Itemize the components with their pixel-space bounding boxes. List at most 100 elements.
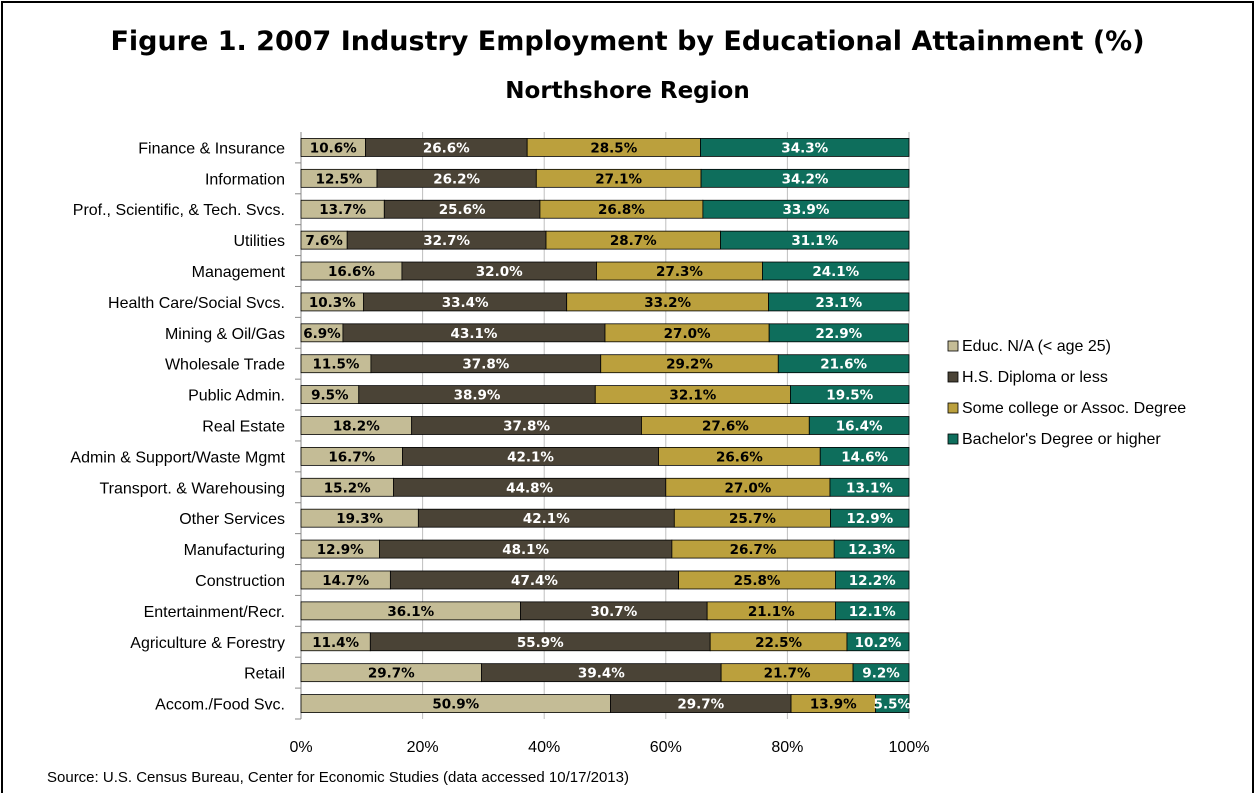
x-tick-label: 0% [289, 739, 312, 756]
data-label: 27.1% [595, 171, 642, 187]
data-label: 32.7% [423, 233, 470, 249]
data-label: 44.8% [506, 480, 553, 496]
data-label: 55.9% [517, 635, 564, 651]
category-label: Finance & Insurance [138, 140, 285, 157]
category-label: Transport. & Warehousing [99, 480, 285, 497]
bar-segment [830, 508, 910, 528]
x-tick-label: 80% [771, 739, 803, 756]
data-label: 19.3% [336, 511, 383, 527]
category-label: Management [192, 264, 286, 281]
category-label: Health Care/Social Svcs. [108, 295, 285, 312]
data-label: 5.5% [874, 697, 912, 713]
data-label: 27.0% [724, 480, 771, 496]
bar-segment [762, 261, 910, 281]
bar-segment [846, 632, 910, 652]
category-label: Agriculture & Forestry [130, 635, 285, 652]
data-label: 26.8% [598, 202, 645, 218]
bar-segment [790, 385, 910, 405]
data-label: 9.5% [311, 388, 349, 404]
data-label: 22.5% [755, 635, 802, 651]
bar-segment [833, 539, 910, 559]
bar-segment [819, 446, 910, 466]
data-label: 13.1% [846, 480, 893, 496]
bar-segment [768, 292, 910, 312]
data-label: 23.1% [815, 295, 862, 311]
data-label: 28.7% [610, 233, 657, 249]
category-label: Entertainment/Recr. [144, 604, 285, 621]
data-label: 26.6% [423, 140, 470, 156]
data-label: 26.2% [433, 171, 480, 187]
category-label: Public Admin. [188, 388, 285, 405]
data-label: 6.9% [303, 326, 341, 342]
bar-segment [835, 601, 910, 621]
bar-segment [852, 663, 910, 683]
legend-label: Educ. N/A (< age 25) [962, 338, 1111, 355]
data-label: 10.2% [855, 635, 902, 651]
data-label: 50.9% [432, 697, 479, 713]
data-label: 12.3% [848, 542, 895, 558]
data-label: 19.5% [826, 388, 873, 404]
data-label: 42.1% [507, 449, 554, 465]
data-label: 25.6% [439, 202, 486, 218]
data-label: 12.9% [846, 511, 893, 527]
legend: Educ. N/A (< age 25) H.S. Diploma or less… [947, 338, 1186, 448]
data-label: 7.6% [305, 233, 343, 249]
data-label: 10.6% [310, 140, 357, 156]
data-label: 13.7% [319, 202, 366, 218]
legend-swatch [947, 340, 959, 352]
category-label: Mining & Oil/Gas [165, 326, 285, 343]
category-label: Admin & Support/Waste Mgmt [70, 449, 285, 466]
data-label: 21.7% [764, 666, 811, 682]
data-label: 12.2% [849, 573, 896, 589]
bar-segment [777, 354, 910, 374]
data-label: 27.3% [656, 264, 703, 280]
data-label: 15.2% [324, 480, 371, 496]
data-label: 27.0% [664, 326, 711, 342]
category-label: Prof., Scientific, & Tech. Svcs. [73, 202, 285, 219]
data-label: 33.4% [442, 295, 489, 311]
category-label: Information [205, 171, 285, 188]
data-label: 38.9% [454, 388, 501, 404]
data-label: 29.7% [368, 666, 415, 682]
category-label: Construction [195, 573, 285, 590]
data-label: 31.1% [791, 233, 838, 249]
data-label: 21.6% [820, 357, 867, 373]
bar-segment [702, 199, 910, 219]
bar-segment [875, 694, 910, 713]
data-label: 16.7% [328, 449, 375, 465]
source-note: Source: U.S. Census Bureau, Center for E… [47, 769, 629, 786]
data-label: 34.2% [782, 171, 829, 187]
legend-swatch [947, 402, 959, 414]
x-tick-label: 100% [889, 739, 930, 756]
legend-swatch [947, 433, 959, 445]
data-label: 14.6% [841, 449, 888, 465]
chart-subtitle: Northshore Region [505, 78, 750, 104]
data-label: 12.9% [317, 542, 364, 558]
data-label: 12.5% [316, 171, 363, 187]
legend-label: H.S. Diploma or less [962, 369, 1108, 386]
data-label: 11.5% [313, 357, 360, 373]
data-label: 21.1% [748, 604, 795, 620]
data-label: 29.2% [666, 357, 713, 373]
x-tick-label: 20% [407, 739, 439, 756]
legend-swatch [947, 371, 959, 383]
data-label: 13.9% [810, 697, 857, 713]
x-tick-label: 60% [650, 739, 682, 756]
bar-segment [768, 323, 909, 343]
category-label: Accom./Food Svc. [155, 697, 285, 714]
chart-title: Figure 1. 2007 Industry Employment by Ed… [110, 26, 1145, 57]
data-label: 42.1% [523, 511, 570, 527]
data-label: 16.4% [836, 419, 883, 435]
category-label: Retail [244, 666, 285, 683]
data-label: 25.8% [734, 573, 781, 589]
bar-segment [829, 477, 910, 497]
data-label: 28.5% [590, 140, 637, 156]
bar-segment [700, 138, 910, 157]
data-label: 37.8% [503, 419, 550, 435]
category-label: Manufacturing [184, 542, 285, 559]
category-label: Wholesale Trade [165, 357, 285, 374]
data-label: 36.1% [387, 604, 434, 620]
data-label: 29.7% [677, 697, 724, 713]
category-label: Other Services [179, 511, 285, 528]
